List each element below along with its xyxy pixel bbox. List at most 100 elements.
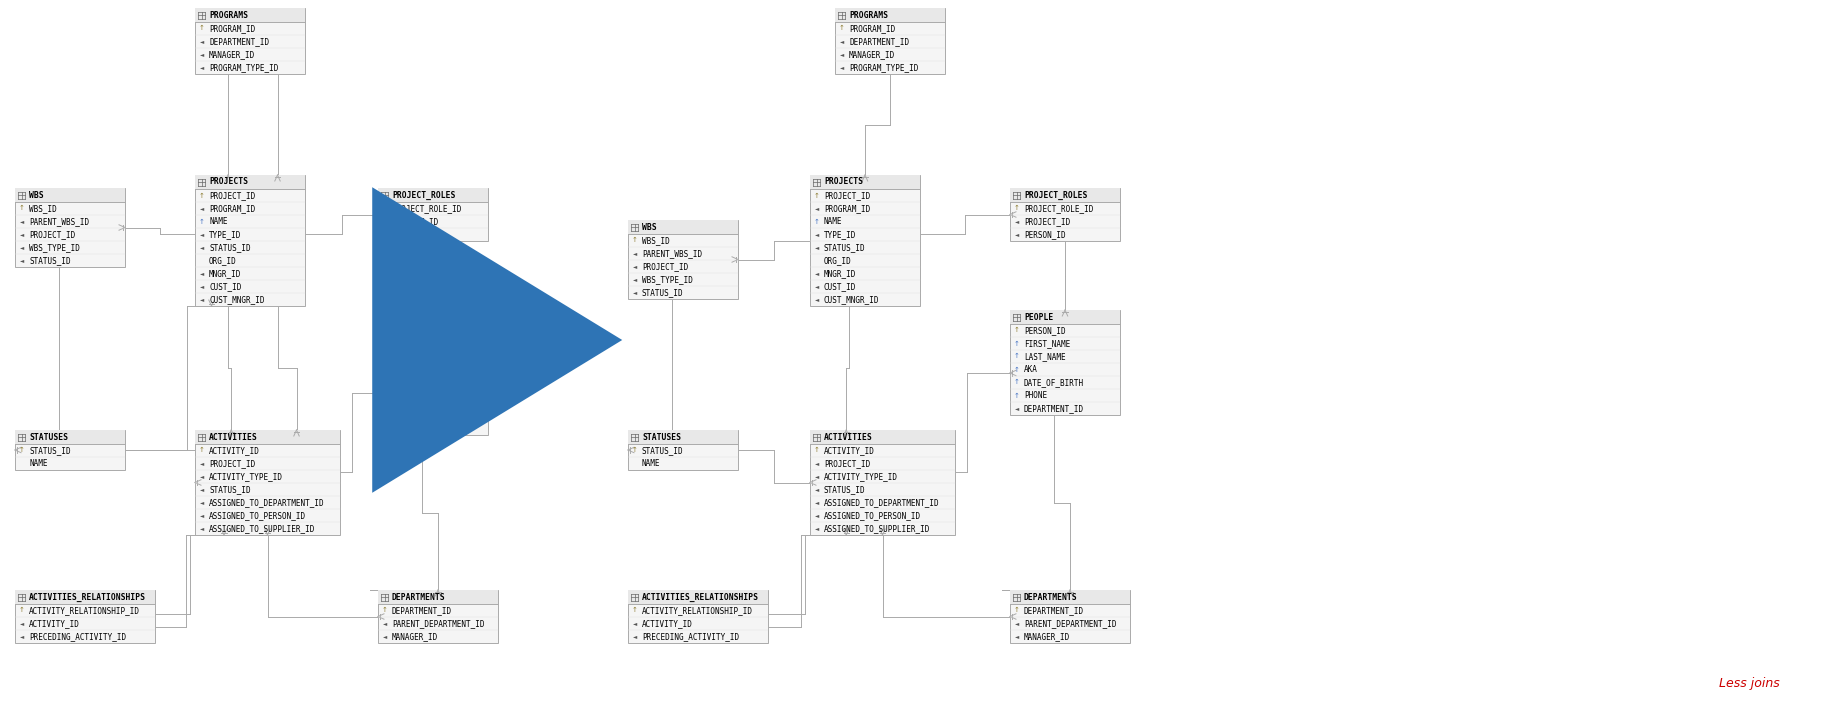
Text: PROGRAM_ID: PROGRAM_ID: [208, 204, 256, 213]
Text: STATUS_ID: STATUS_ID: [208, 243, 250, 252]
Text: PROJECT_ID: PROJECT_ID: [391, 217, 439, 226]
Text: ◄: ◄: [632, 290, 638, 295]
Text: PROJECT_ROLE_ID: PROJECT_ROLE_ID: [391, 204, 461, 213]
Bar: [810, 175, 919, 306]
Text: ↑: ↑: [1015, 392, 1020, 399]
Bar: [629, 590, 768, 643]
Text: PERSON_ID: PERSON_ID: [391, 346, 433, 355]
Text: AKA: AKA: [1024, 365, 1038, 374]
Text: PROJECT_ID: PROJECT_ID: [824, 191, 870, 200]
Text: MANAGER_ID: MANAGER_ID: [208, 50, 256, 59]
Bar: [1011, 310, 1121, 415]
Text: PROJECTS: PROJECTS: [208, 178, 249, 187]
Text: MNGR_ID: MNGR_ID: [208, 269, 241, 278]
Text: ↑: ↑: [1015, 341, 1020, 347]
Text: ↑: ↑: [199, 193, 205, 198]
Text: ↑: ↑: [813, 448, 821, 453]
Text: ◄: ◄: [632, 621, 638, 626]
Bar: [810, 430, 954, 444]
Text: ◄: ◄: [199, 500, 205, 505]
Text: ACTIVITY_TYPE_ID: ACTIVITY_TYPE_ID: [208, 472, 283, 481]
Text: WBS_TYPE_ID: WBS_TYPE_ID: [642, 275, 693, 284]
Text: ↑: ↑: [1015, 379, 1020, 386]
Text: ORG_ID: ORG_ID: [824, 256, 852, 265]
Text: PERSON_ID: PERSON_ID: [1024, 326, 1066, 335]
Text: DATE_OF_BIRTH: DATE_OF_BIRTH: [391, 398, 452, 407]
Text: DATE_OF_BIRTH: DATE_OF_BIRTH: [1024, 378, 1084, 387]
Text: LAST_NAME: LAST_NAME: [391, 372, 433, 381]
Text: ↑: ↑: [1015, 607, 1020, 613]
Text: NAME: NAME: [208, 217, 227, 226]
Text: ↑: ↑: [1015, 327, 1020, 334]
Text: STATUS_ID: STATUS_ID: [642, 288, 684, 297]
Text: ◄: ◄: [382, 232, 388, 237]
Bar: [196, 8, 305, 74]
Text: ◄: ◄: [382, 621, 388, 626]
Text: AKA: AKA: [391, 385, 406, 394]
Bar: [629, 430, 739, 470]
Text: ◄: ◄: [199, 206, 205, 211]
Bar: [378, 188, 488, 241]
Text: ORG_ID: ORG_ID: [208, 256, 238, 265]
Text: DEPARTMENTS: DEPARTMENTS: [1024, 593, 1079, 602]
Text: ↑: ↑: [813, 193, 821, 198]
Text: PROGRAM_ID: PROGRAM_ID: [848, 24, 896, 33]
Text: ◄: ◄: [382, 426, 388, 431]
Text: WBS_TYPE_ID: WBS_TYPE_ID: [29, 243, 80, 252]
Text: NAME: NAME: [642, 459, 660, 468]
Text: ◄: ◄: [199, 284, 205, 289]
Text: PROGRAM_ID: PROGRAM_ID: [824, 204, 870, 213]
Bar: [835, 8, 945, 74]
Text: FIRST_NAME: FIRST_NAME: [391, 359, 439, 368]
Text: ◄: ◄: [839, 65, 845, 70]
Text: ↑: ↑: [18, 607, 26, 613]
Text: PROJECT_ID: PROJECT_ID: [208, 191, 256, 200]
Text: WBS_ID: WBS_ID: [642, 236, 669, 245]
Text: PROGRAMS: PROGRAMS: [208, 11, 249, 19]
Text: ACTIVITIES_RELATIONSHIPS: ACTIVITIES_RELATIONSHIPS: [29, 593, 146, 602]
Text: ↑: ↑: [382, 399, 388, 406]
Bar: [810, 175, 919, 189]
Text: ◄: ◄: [20, 621, 24, 626]
Bar: [629, 220, 739, 299]
Text: PROJECT_ROLES: PROJECT_ROLES: [391, 190, 455, 200]
Text: ↑: ↑: [382, 347, 388, 354]
Text: ASSIGNED_TO_DEPARTMENT_ID: ASSIGNED_TO_DEPARTMENT_ID: [208, 498, 325, 507]
Text: ◄: ◄: [1015, 634, 1020, 639]
Text: PROJECT_ID: PROJECT_ID: [208, 459, 256, 468]
Text: ↑: ↑: [632, 448, 638, 453]
Text: ◄: ◄: [815, 513, 819, 518]
Text: CUST_ID: CUST_ID: [824, 282, 856, 291]
Text: CUST_MNGR_ID: CUST_MNGR_ID: [208, 295, 265, 304]
Text: PEOPLE: PEOPLE: [1024, 312, 1053, 322]
Text: ◄: ◄: [20, 232, 24, 237]
Text: DEPARTMENT_ID: DEPARTMENT_ID: [391, 606, 452, 615]
Text: ◄: ◄: [632, 277, 638, 282]
Bar: [15, 188, 124, 267]
Text: ASSIGNED_TO_SUPPLIER_ID: ASSIGNED_TO_SUPPLIER_ID: [208, 524, 316, 533]
Text: PARENT_DEPARTMENT_ID: PARENT_DEPARTMENT_ID: [391, 619, 484, 628]
Text: PARENT_WBS_ID: PARENT_WBS_ID: [642, 249, 702, 258]
Bar: [1011, 590, 1130, 643]
Text: ACTIVITY_TYPE_ID: ACTIVITY_TYPE_ID: [824, 472, 898, 481]
Text: ACTIVITIES: ACTIVITIES: [824, 433, 872, 441]
Text: ◄: ◄: [1015, 219, 1020, 224]
Text: NAME: NAME: [29, 459, 48, 468]
Text: DEPARTMENT_ID: DEPARTMENT_ID: [1024, 606, 1084, 615]
Text: STATUSES: STATUSES: [642, 433, 682, 441]
Text: ASSIGNED_TO_PERSON_ID: ASSIGNED_TO_PERSON_ID: [208, 511, 305, 520]
Text: ◄: ◄: [199, 461, 205, 466]
Text: Less joins: Less joins: [1720, 677, 1780, 690]
Text: PERSON_ID: PERSON_ID: [1024, 230, 1066, 239]
Text: ◄: ◄: [815, 474, 819, 479]
Text: ◄: ◄: [199, 245, 205, 250]
Text: ◄: ◄: [1015, 406, 1020, 411]
Bar: [1011, 310, 1121, 324]
Bar: [15, 430, 124, 470]
Bar: [196, 175, 305, 189]
Text: STATUS_ID: STATUS_ID: [824, 243, 866, 252]
Text: NAME: NAME: [824, 217, 843, 226]
Text: TYPE_ID: TYPE_ID: [208, 230, 241, 239]
Bar: [835, 8, 945, 22]
Text: ACTIVITIES: ACTIVITIES: [208, 433, 258, 441]
